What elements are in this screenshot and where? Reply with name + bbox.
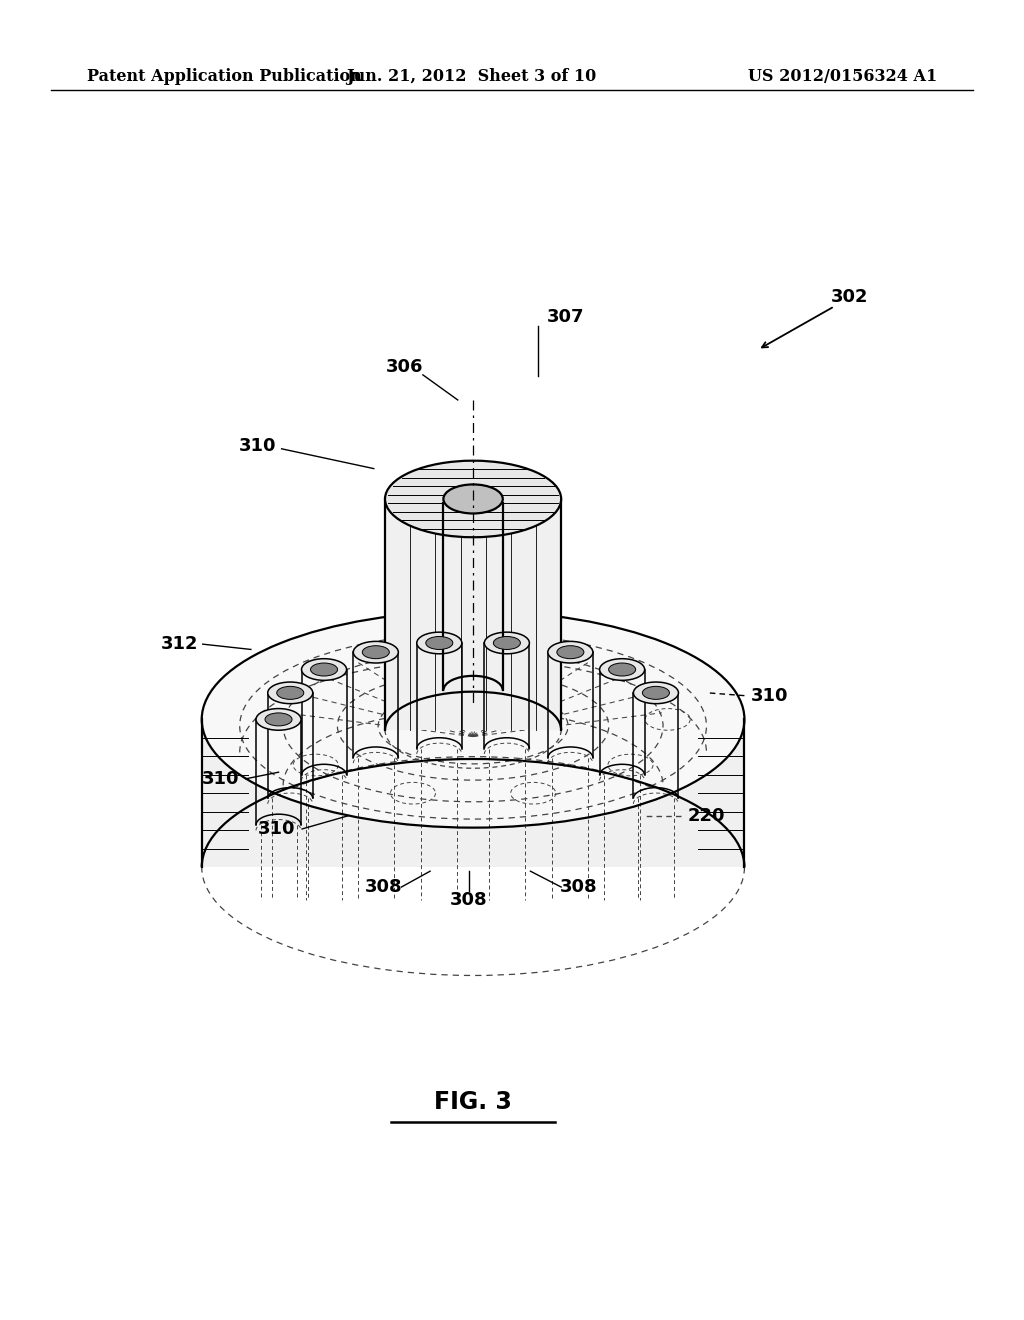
Text: FIG. 3: FIG. 3 <box>434 1090 512 1114</box>
Text: Jun. 21, 2012  Sheet 3 of 10: Jun. 21, 2012 Sheet 3 of 10 <box>346 69 596 84</box>
Polygon shape <box>202 719 744 867</box>
Text: 310: 310 <box>240 437 276 455</box>
Ellipse shape <box>276 686 304 700</box>
Text: 312: 312 <box>161 635 198 653</box>
Ellipse shape <box>362 645 389 659</box>
Ellipse shape <box>310 663 338 676</box>
Ellipse shape <box>256 709 301 730</box>
Text: 308: 308 <box>560 878 597 896</box>
Ellipse shape <box>600 659 645 680</box>
Text: 220: 220 <box>688 807 725 825</box>
Text: Patent Application Publication: Patent Application Publication <box>87 69 361 84</box>
Ellipse shape <box>548 642 593 663</box>
Ellipse shape <box>557 645 584 659</box>
Polygon shape <box>385 499 561 730</box>
Text: 302: 302 <box>831 288 868 306</box>
Text: 310: 310 <box>258 820 295 838</box>
Text: US 2012/0156324 A1: US 2012/0156324 A1 <box>748 69 937 84</box>
Ellipse shape <box>417 632 462 653</box>
Ellipse shape <box>267 682 312 704</box>
Text: 310: 310 <box>752 686 788 705</box>
Text: 308: 308 <box>451 891 487 909</box>
Ellipse shape <box>634 682 679 704</box>
Ellipse shape <box>608 663 636 676</box>
Text: 310: 310 <box>202 770 239 788</box>
Ellipse shape <box>494 636 520 649</box>
Ellipse shape <box>385 461 561 537</box>
Text: 306: 306 <box>386 358 423 376</box>
Ellipse shape <box>265 713 292 726</box>
Ellipse shape <box>301 659 346 680</box>
Ellipse shape <box>426 636 453 649</box>
Ellipse shape <box>642 686 670 700</box>
Ellipse shape <box>353 642 398 663</box>
Ellipse shape <box>484 632 529 653</box>
Ellipse shape <box>443 484 503 513</box>
Ellipse shape <box>202 611 744 828</box>
Text: 308: 308 <box>366 878 402 896</box>
Text: 307: 307 <box>547 308 584 326</box>
